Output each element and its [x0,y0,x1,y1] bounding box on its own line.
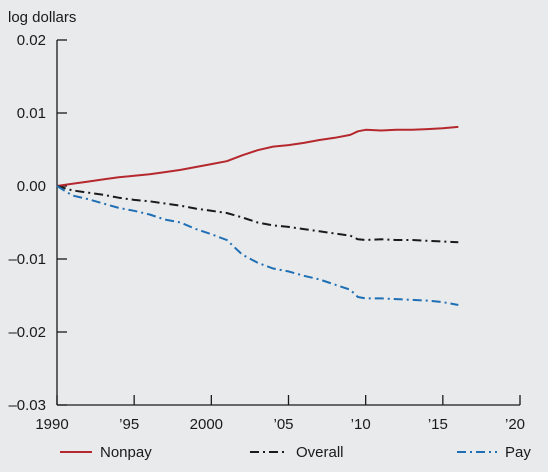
legend-label-pay: Pay [505,444,531,461]
series-layer [56,125,459,306]
x-tick-label: ’15 [428,416,448,433]
y-tick-label: –0.02 [8,324,46,341]
axes: 0.02 0.01 0.00 –0.01 –0.02 –0.03 1990 ’95 2000 ’0… [8,32,525,433]
x-tick-label: ’05 [273,416,293,433]
series-line-nonpay [56,125,459,187]
x-tick-label: ’95 [119,416,139,433]
y-axis-label: log dollars [8,9,76,26]
x-tick-label: 2000 [190,416,223,433]
x-tick-label: 1990 [35,416,68,433]
x-tick-label: ’20 [505,416,525,433]
legend-label-overall: Overall [296,444,344,461]
y-tick-label: 0.01 [17,105,46,122]
legend: Nonpay Overall Pay [60,444,531,461]
y-tick-label: –0.03 [8,397,46,414]
y-tick-label: 0.02 [17,32,46,49]
y-tick-label: –0.01 [8,251,46,268]
series-line-overall [56,185,459,244]
legend-label-nonpay: Nonpay [100,444,152,461]
x-tick-label: ’10 [351,416,371,433]
y-tick-label: 0.00 [17,178,46,195]
series-line-pay [56,185,459,306]
